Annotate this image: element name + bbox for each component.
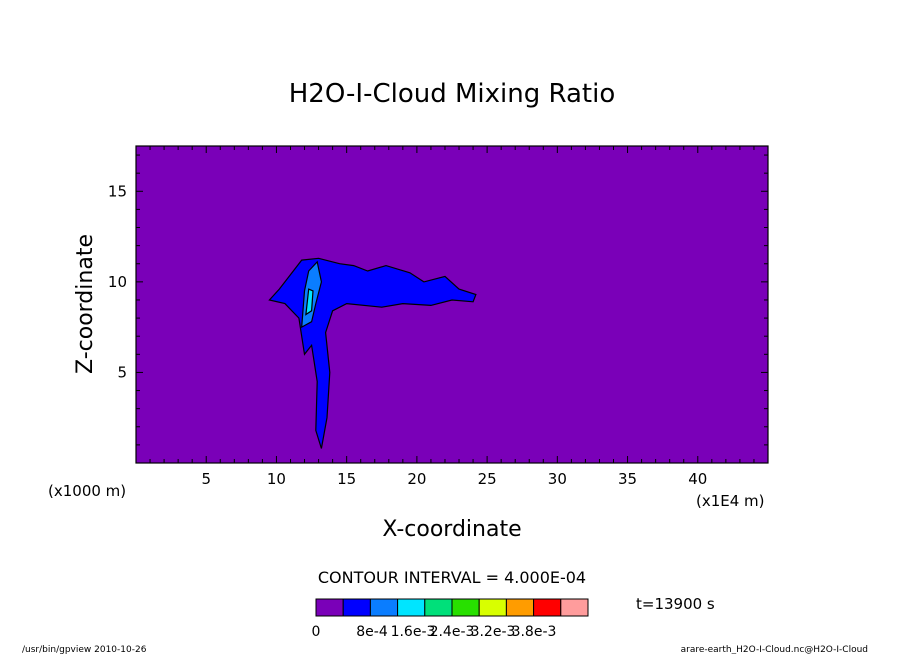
x-tick-label: 10 (267, 470, 286, 488)
x-tick-label: 35 (618, 470, 637, 488)
x-scale-note: (x1000 m) (48, 482, 126, 500)
chart-title: H2O-I-Cloud Mixing Ratio (289, 79, 616, 109)
y-tick-label: 15 (108, 182, 127, 200)
colorbar-label: 2.4e-3 (430, 624, 475, 640)
colorbar-cell (342, 598, 371, 617)
colorbar-cell (369, 598, 399, 617)
footer-left: /usr/bin/gpview 2010-10-26 (22, 645, 147, 654)
colorbar: 0 8e-4 1.6e-32.4e-33.2e-33.8e-3 (312, 598, 589, 640)
x-tick-label: 30 (548, 470, 567, 488)
x-tick-label: 20 (407, 470, 426, 488)
colorbar-label: 1.6e-3 (391, 624, 436, 640)
axis-ticks: 5 10 15 20 25 30 35 40 5 10 15 (108, 146, 768, 488)
contour-interval: CONTOUR INTERVAL = 4.000E-04 (318, 568, 586, 587)
footer-right: arare-earth_H2O-I-Cloud.nc@H2O-I-Cloud (681, 645, 868, 654)
colorbar-cell (315, 598, 344, 617)
x-axis-label: X-coordinate (382, 517, 521, 542)
contour-anvil (268, 257, 477, 449)
colorbar-cell (533, 598, 562, 617)
y-tick-label: 10 (108, 273, 127, 291)
x-unit-note: (x1E4 m) (696, 492, 765, 510)
colorbar-label: 8e-4 (356, 624, 388, 640)
colorbar-label: 0 (312, 624, 321, 640)
colorbar-cell (505, 598, 535, 617)
colorbar-label: 3.8e-3 (512, 624, 557, 640)
colorbar-cell (424, 598, 453, 617)
x-tick-label: 40 (688, 470, 707, 488)
y-axis-label: Z-coordinate (73, 234, 98, 374)
plot-background (136, 146, 768, 463)
y-tick-label: 5 (117, 363, 127, 381)
plot-area: 5 10 15 20 25 30 35 40 5 10 15 (108, 145, 769, 488)
x-tick-label: 5 (201, 470, 211, 488)
colorbar-cell (560, 598, 589, 617)
colorbar-cell (397, 598, 426, 617)
x-tick-label: 15 (337, 470, 356, 488)
x-tick-label: 25 (478, 470, 497, 488)
colorbar-label: 3.2e-3 (471, 624, 516, 640)
contour-core-inner (305, 288, 314, 316)
colorbar-cell (478, 598, 507, 617)
plot-frame (135, 145, 769, 464)
colorbar-cell (451, 598, 480, 617)
contour-layer (268, 257, 477, 449)
time-label: t=13900 s (636, 595, 715, 613)
